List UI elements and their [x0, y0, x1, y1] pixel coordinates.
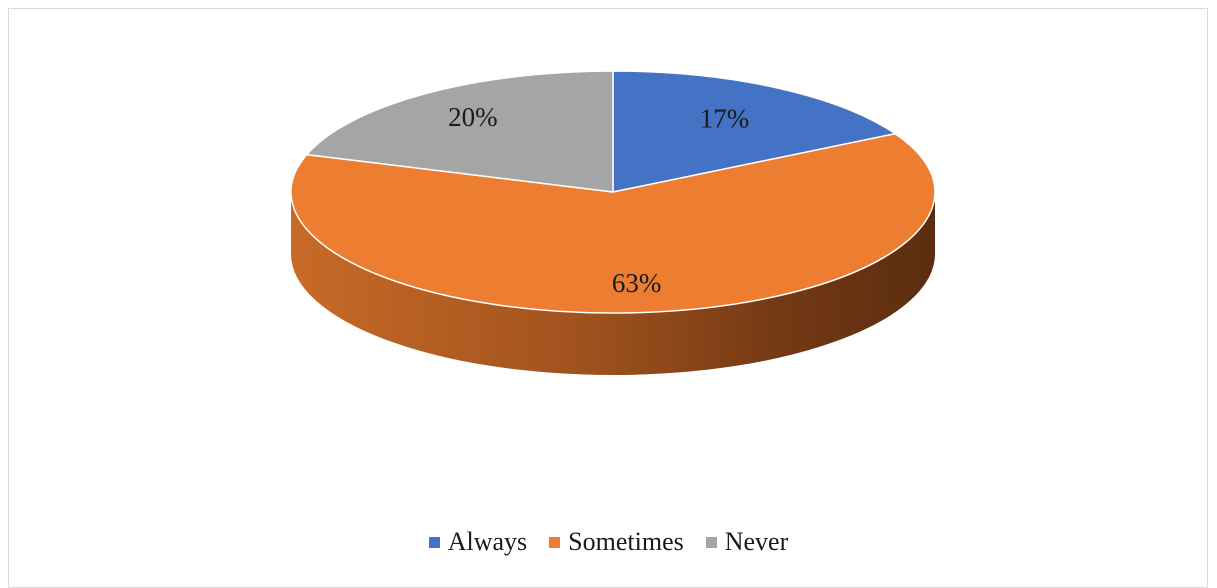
data-label-sometimes: 63%: [612, 268, 662, 298]
pie-side-wall: [291, 192, 935, 375]
legend-label-never: Never: [724, 527, 789, 556]
legend-swatch-never: [705, 536, 717, 548]
legend-label-sometimes: Sometimes: [568, 527, 684, 556]
chart-legend: Always Sometimes Never: [0, 527, 1217, 557]
data-label-never: 20%: [448, 102, 498, 132]
pie-label-layer: 17% 63% 20%: [448, 102, 749, 298]
legend-swatch-sometimes: [549, 536, 561, 548]
pie-slice-always: [612, 70, 896, 193]
data-label-always: 17%: [700, 103, 750, 133]
pie-slice-never: [306, 70, 614, 193]
legend-item-always: Always: [428, 527, 528, 557]
legend-item-sometimes: Sometimes: [549, 527, 684, 557]
pie-slice-sometimes: [290, 132, 936, 314]
pie-top-layer: [290, 70, 936, 314]
legend-item-never: Never: [705, 527, 789, 557]
pie-side-layer: [291, 192, 935, 375]
legend-swatch-always: [428, 536, 440, 548]
legend-label-always: Always: [447, 527, 528, 556]
